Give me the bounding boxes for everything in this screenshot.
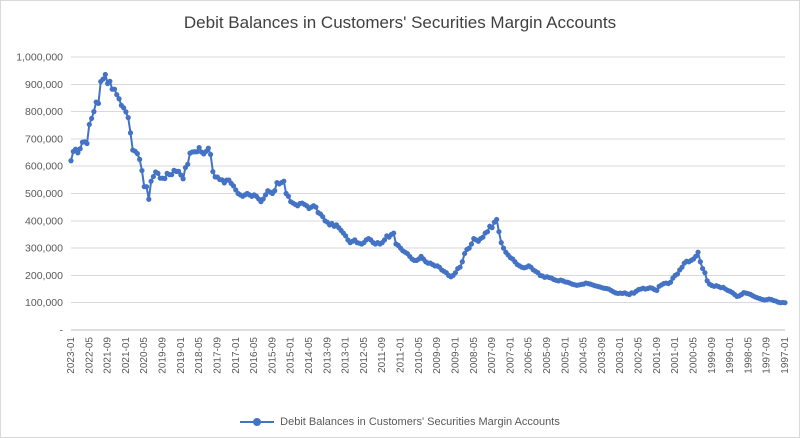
svg-text:2013-01: 2013-01 — [341, 337, 352, 374]
svg-text:2009-01: 2009-01 — [450, 337, 461, 374]
chart-legend: Debit Balances in Customers' Securities … — [1, 416, 799, 428]
svg-text:2007-01: 2007-01 — [505, 337, 516, 374]
svg-text:2001-01: 2001-01 — [670, 337, 681, 374]
svg-text:2021-09: 2021-09 — [103, 337, 114, 374]
svg-text:1998-05: 1998-05 — [743, 337, 754, 374]
legend-label: Debit Balances in Customers' Securities … — [280, 416, 560, 428]
svg-text:2015-09: 2015-09 — [267, 337, 278, 374]
svg-text:2016-05: 2016-05 — [249, 337, 260, 374]
svg-text:500,000: 500,000 — [25, 188, 63, 200]
svg-text:2011-01: 2011-01 — [396, 337, 407, 373]
svg-text:2005-09: 2005-09 — [542, 337, 553, 374]
svg-text:100,000: 100,000 — [25, 297, 63, 309]
svg-text:2013-09: 2013-09 — [322, 337, 333, 374]
svg-text:2004-05: 2004-05 — [579, 337, 590, 374]
svg-text:2001-09: 2001-09 — [652, 337, 663, 374]
chart-title: Debit Balances in Customers' Securities … — [183, 13, 617, 32]
svg-text:800,000: 800,000 — [25, 106, 63, 118]
svg-text:300,000: 300,000 — [25, 243, 63, 255]
svg-text:2009-09: 2009-09 — [432, 337, 443, 374]
svg-text:2003-01: 2003-01 — [615, 337, 626, 374]
svg-text:-: - — [60, 325, 64, 337]
svg-text:2020-05: 2020-05 — [139, 337, 150, 374]
svg-text:2012-05: 2012-05 — [359, 337, 370, 374]
svg-text:2017-09: 2017-09 — [212, 337, 223, 374]
svg-text:900,000: 900,000 — [25, 79, 63, 91]
svg-text:2005-01: 2005-01 — [560, 337, 571, 374]
svg-text:1999-01: 1999-01 — [725, 337, 736, 374]
svg-text:2010-05: 2010-05 — [414, 337, 425, 374]
svg-text:1997-09: 1997-09 — [762, 337, 773, 374]
svg-text:2014-05: 2014-05 — [304, 337, 315, 374]
svg-text:200,000: 200,000 — [25, 270, 63, 282]
svg-text:2021-01: 2021-01 — [121, 337, 132, 374]
svg-text:2019-09: 2019-09 — [158, 337, 169, 374]
svg-text:2008-05: 2008-05 — [469, 337, 480, 374]
svg-text:2007-09: 2007-09 — [487, 337, 498, 374]
svg-text:600,000: 600,000 — [25, 161, 63, 173]
svg-text:2015-01: 2015-01 — [286, 337, 297, 374]
svg-text:2003-09: 2003-09 — [597, 337, 608, 374]
svg-text:2002-05: 2002-05 — [634, 337, 645, 374]
svg-text:2022-05: 2022-05 — [84, 337, 95, 374]
svg-text:2019-01: 2019-01 — [176, 337, 187, 374]
svg-text:700,000: 700,000 — [25, 133, 63, 145]
svg-text:400,000: 400,000 — [25, 215, 63, 227]
svg-text:2018-05: 2018-05 — [194, 337, 205, 374]
svg-text:1,000,000: 1,000,000 — [16, 52, 63, 64]
svg-text:1999-09: 1999-09 — [707, 337, 718, 374]
svg-text:2017-01: 2017-01 — [231, 337, 242, 374]
svg-text:2023-01: 2023-01 — [66, 337, 77, 374]
svg-text:2006-05: 2006-05 — [524, 337, 535, 374]
svg-text:2011-09: 2011-09 — [377, 337, 388, 373]
svg-text:2000-05: 2000-05 — [688, 337, 699, 374]
svg-text:1997-01: 1997-01 — [780, 337, 791, 374]
legend-line-marker-icon — [240, 418, 275, 426]
